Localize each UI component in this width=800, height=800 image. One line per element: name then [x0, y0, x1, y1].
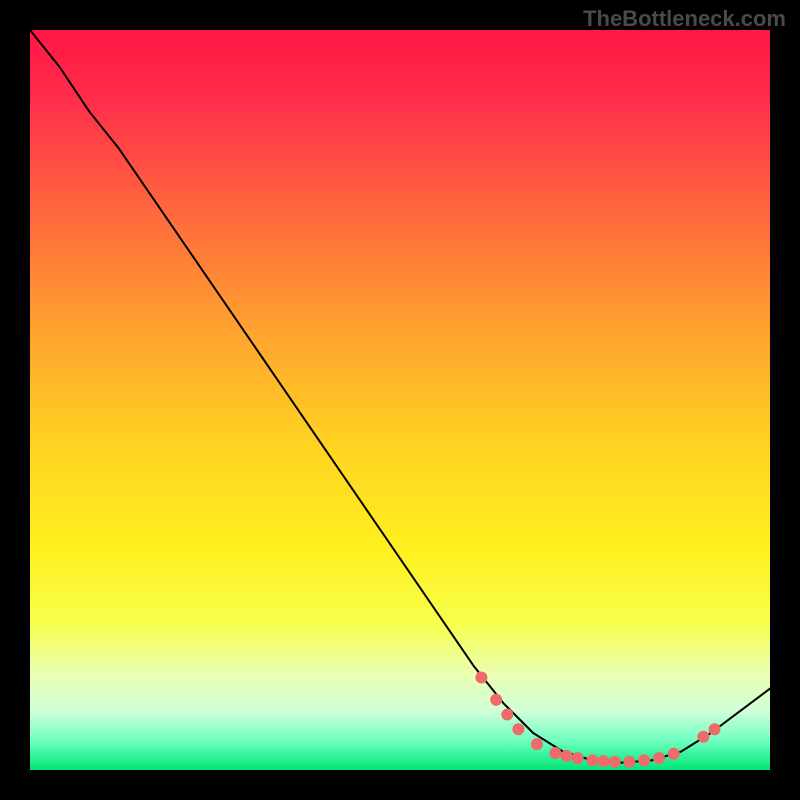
data-marker — [549, 747, 561, 759]
watermark-text: TheBottleneck.com — [583, 6, 786, 32]
data-marker — [512, 723, 524, 735]
data-marker — [561, 750, 573, 762]
data-marker — [697, 731, 709, 743]
data-marker — [475, 672, 487, 684]
data-marker — [572, 752, 584, 764]
data-marker — [598, 755, 610, 767]
data-marker — [609, 756, 621, 768]
data-marker — [709, 723, 721, 735]
data-marker — [653, 752, 665, 764]
data-marker — [623, 756, 635, 768]
data-marker — [586, 754, 598, 766]
data-marker — [501, 709, 513, 721]
bottleneck-chart — [30, 30, 770, 770]
data-marker — [531, 738, 543, 750]
data-marker — [490, 694, 502, 706]
chart-background — [30, 30, 770, 770]
data-marker — [668, 748, 680, 760]
chart-container — [30, 30, 770, 770]
data-marker — [638, 754, 650, 766]
